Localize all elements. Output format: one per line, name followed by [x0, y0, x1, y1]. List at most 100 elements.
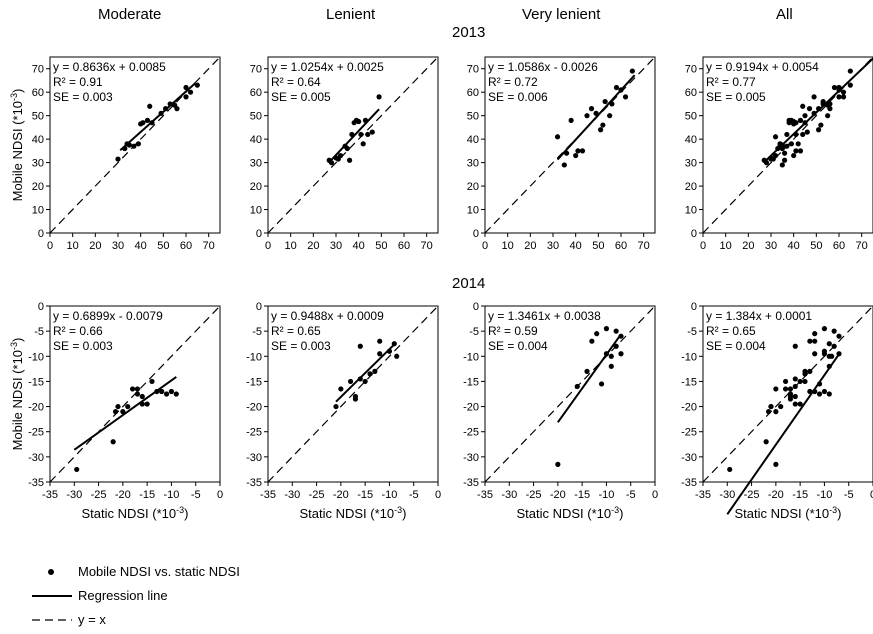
- x-tick-label: -25: [526, 489, 542, 501]
- y-tick-label: 10: [685, 205, 697, 217]
- y-tick-label: -5: [252, 326, 262, 338]
- data-point: [792, 376, 798, 382]
- data-point: [602, 98, 608, 105]
- data-point: [367, 371, 373, 377]
- x-tick-label: 0: [700, 240, 706, 252]
- y-tick-label: 0: [256, 228, 262, 240]
- y-tick-label: 30: [250, 158, 262, 170]
- data-point: [840, 89, 847, 95]
- annotation-line: y = 0.6899x - 0.0079: [53, 309, 163, 323]
- y-tick-label: 70: [467, 64, 479, 76]
- x-tick-label: -20: [550, 489, 566, 501]
- data-point: [807, 338, 813, 344]
- data-point: [793, 148, 799, 154]
- data-point: [168, 388, 175, 395]
- x-tick-label: -15: [357, 489, 373, 501]
- plot-frame: [267, 56, 439, 234]
- data-point: [362, 117, 369, 123]
- data-point: [187, 89, 194, 95]
- data-point: [831, 343, 837, 349]
- legend-label-points: Mobile NDSI vs. static NDSI: [78, 564, 240, 579]
- y-tick-label: 50: [250, 111, 262, 123]
- data-point: [129, 386, 136, 392]
- data-point: [827, 101, 833, 107]
- legend-label-regression: Regression line: [78, 588, 168, 603]
- panel-2013-lenient: 0 10 20 30 40 50 60 70 0 10 20 30 40 50 60 70 y = 1.0254…: [250, 56, 439, 252]
- data-point: [807, 368, 813, 374]
- data-point: [140, 120, 146, 126]
- x-tick-label: 40: [788, 240, 800, 252]
- data-point: [827, 106, 833, 112]
- x-tick-label: 70: [856, 240, 868, 252]
- data-point: [149, 378, 155, 385]
- data-point: [174, 106, 180, 112]
- data-point: [149, 120, 155, 126]
- x-axis-label: Static NDSI (*10-3): [299, 505, 406, 521]
- data-point: [807, 388, 813, 395]
- column-header-moderate: Moderate: [98, 6, 162, 23]
- regression-line: [330, 108, 380, 161]
- x-tick-label: 20: [742, 240, 754, 252]
- data-point: [816, 106, 822, 112]
- identity-line: [267, 305, 439, 483]
- data-point: [787, 386, 794, 392]
- data-point: [727, 466, 733, 473]
- data-point: [603, 326, 610, 332]
- data-point: [134, 391, 141, 397]
- data-point: [115, 156, 121, 162]
- y-tick-label: 20: [32, 181, 44, 193]
- x-tick-label: -10: [816, 489, 832, 501]
- y-tick-label: 30: [32, 158, 44, 170]
- data-point: [584, 113, 590, 119]
- y-tick-label: -5: [469, 326, 479, 338]
- y-tick-label: 20: [467, 181, 479, 193]
- data-point: [598, 381, 605, 387]
- data-point: [784, 143, 790, 149]
- data-point: [609, 101, 615, 107]
- y-tick-label: -10: [28, 351, 44, 363]
- x-tick-label: -5: [844, 489, 854, 501]
- data-point: [365, 131, 371, 138]
- data-point: [812, 331, 818, 337]
- data-point: [791, 152, 797, 159]
- data-point: [797, 148, 804, 154]
- data-point: [816, 381, 823, 387]
- annotation-line: SE = 0.003: [53, 339, 113, 353]
- annotation-line: y = 1.0586x - 0.0026: [488, 60, 598, 74]
- column-header-all: All: [776, 6, 793, 23]
- annotation-line: R² = 0.65: [271, 324, 321, 338]
- data-point: [772, 152, 779, 159]
- data-point: [593, 110, 599, 116]
- y-tick-label: 0: [38, 228, 44, 240]
- data-point: [782, 378, 789, 385]
- data-point: [328, 160, 335, 166]
- y-tick-label: 60: [467, 87, 479, 99]
- y-axis-label: Mobile NDSI (*10-3): [9, 89, 25, 202]
- regression-line: [726, 353, 840, 515]
- y-tick-label: -25: [28, 427, 44, 439]
- y-tick-label: 40: [467, 134, 479, 146]
- annotation-line: R² = 0.66: [53, 324, 103, 338]
- y-tick-label: -15: [681, 376, 697, 388]
- y-tick-label: -15: [28, 376, 44, 388]
- y-tick-label: -5: [687, 326, 697, 338]
- data-point: [613, 328, 619, 334]
- x-tick-label: 70: [421, 240, 433, 252]
- data-point: [782, 386, 789, 392]
- data-point: [782, 157, 788, 163]
- plot-frame: [702, 56, 873, 234]
- data-point: [358, 131, 364, 138]
- data-point: [618, 333, 624, 339]
- data-point: [792, 343, 798, 349]
- data-point: [826, 391, 832, 397]
- data-point: [120, 409, 126, 415]
- data-point: [568, 117, 574, 123]
- y-tick-label: -25: [463, 427, 479, 439]
- data-point: [554, 134, 561, 140]
- x-tick-label: -25: [744, 489, 760, 501]
- regression-line: [557, 333, 622, 423]
- y-tick-label: 20: [250, 181, 262, 193]
- data-point: [579, 148, 586, 154]
- data-point: [778, 403, 784, 410]
- annotation-line: SE = 0.003: [53, 90, 113, 104]
